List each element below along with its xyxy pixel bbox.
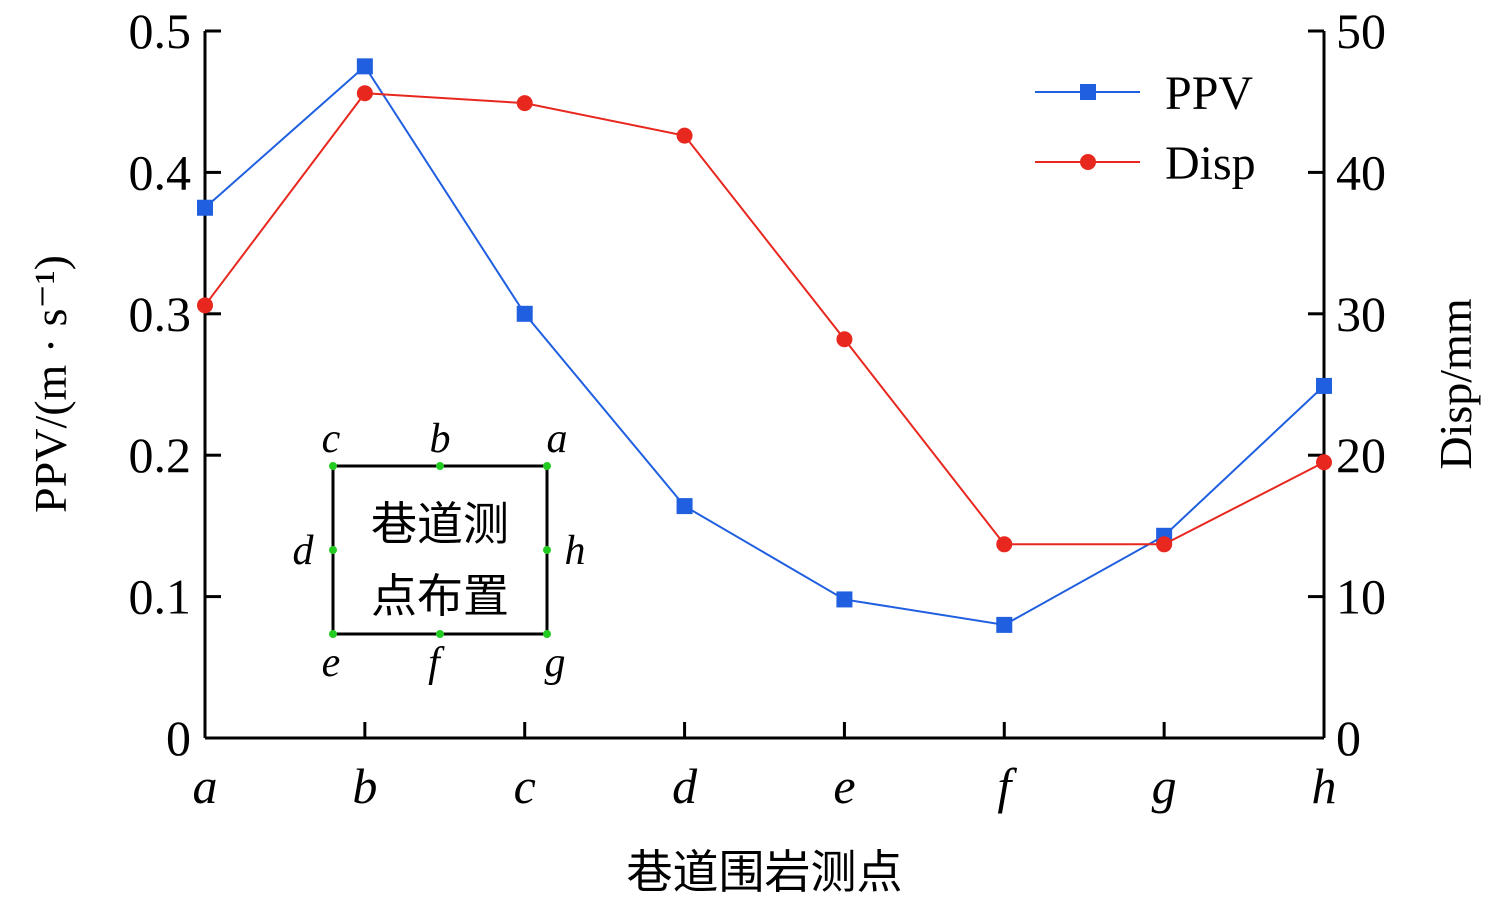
x-axis-title: 巷道围岩测点 xyxy=(627,847,903,898)
legend-label-ppv: PPV xyxy=(1165,67,1253,120)
data-point-ppv xyxy=(356,58,373,75)
data-point-disp xyxy=(356,85,373,102)
series-line-disp xyxy=(204,92,1325,546)
left-y-tick-label: 0.4 xyxy=(129,144,192,200)
left-y-tick-label: 0.5 xyxy=(129,3,192,59)
legend: PPV Disp xyxy=(1035,67,1256,190)
right-y-tick-label: 20 xyxy=(1336,427,1386,483)
legend-marker-ppv xyxy=(1080,84,1096,100)
inset-point-label-h: h xyxy=(565,528,586,574)
data-point-disp xyxy=(516,95,533,112)
left-y-axis-title: PPV/(m · s⁻¹) xyxy=(25,255,76,513)
legend-label-disp: Disp xyxy=(1165,137,1256,190)
data-point-ppv xyxy=(197,199,213,216)
data-point-ppv xyxy=(836,591,853,608)
inset-point-b xyxy=(436,462,444,470)
x-tick-label: d xyxy=(672,758,698,814)
series xyxy=(197,58,1332,633)
data-point-disp xyxy=(676,127,693,144)
x-tick-label: a xyxy=(193,758,218,814)
inset-point-c xyxy=(329,462,337,470)
inset-point-label-e: e xyxy=(322,640,341,686)
inset-point-label-d: d xyxy=(293,528,315,574)
data-point-ppv xyxy=(1316,377,1332,394)
series-line-ppv xyxy=(204,64,1325,626)
data-point-disp xyxy=(197,297,213,314)
legend-marker-disp xyxy=(1080,154,1096,170)
x-tick-label: g xyxy=(1152,758,1177,814)
x-tick-label: c xyxy=(514,758,536,814)
x-tick-label: f xyxy=(997,758,1017,814)
data-point-disp xyxy=(836,331,853,348)
inset-point-e xyxy=(329,630,337,638)
x-tick-label: h xyxy=(1312,758,1337,814)
right-y-tick-label: 40 xyxy=(1336,144,1386,200)
inset-point-h xyxy=(543,546,551,554)
left-y-tick-label: 0.3 xyxy=(129,286,192,342)
inset-text-line2: 点布置 xyxy=(371,571,509,622)
inset-text-line1: 巷道测 xyxy=(371,499,509,550)
data-point-ppv xyxy=(676,498,693,515)
inset-point-label-c: c xyxy=(322,416,341,462)
data-point-ppv xyxy=(996,616,1013,633)
inset-box xyxy=(331,464,549,636)
inset-point-label-g: g xyxy=(545,640,566,686)
inset-point-a xyxy=(543,462,551,470)
left-y-tick-label: 0.2 xyxy=(129,427,192,483)
inset-point-d xyxy=(329,546,337,554)
left-y-tick-label: 0 xyxy=(166,710,191,766)
x-tick-label: b xyxy=(352,758,377,814)
data-point-disp xyxy=(996,536,1013,553)
right-y-tick-label: 50 xyxy=(1336,3,1386,59)
inset-point-g xyxy=(543,630,551,638)
data-point-disp xyxy=(1316,454,1332,471)
inset-point-f xyxy=(436,630,444,638)
inset-point-label-b: b xyxy=(430,416,451,462)
x-tick-label: e xyxy=(833,758,855,814)
axis-titles: 巷道围岩测点 PPV/(m · s⁻¹) Disp/mm xyxy=(25,255,1481,898)
ticks: 0 0.1 0.2 0.3 0.4 0.5 0 10 20 30 40 50 a b c d e f g h xyxy=(129,3,1387,814)
data-point-ppv xyxy=(516,305,533,322)
right-y-axis-title: Disp/mm xyxy=(1430,298,1481,469)
inset-point-label-a: a xyxy=(547,416,568,462)
right-y-tick-label: 10 xyxy=(1336,569,1386,625)
left-y-tick-label: 0.1 xyxy=(129,569,192,625)
right-y-tick-label: 30 xyxy=(1336,286,1386,342)
inset-point-label-f: f xyxy=(428,640,445,686)
data-point-disp xyxy=(1156,536,1173,553)
right-y-tick-label: 0 xyxy=(1336,710,1361,766)
